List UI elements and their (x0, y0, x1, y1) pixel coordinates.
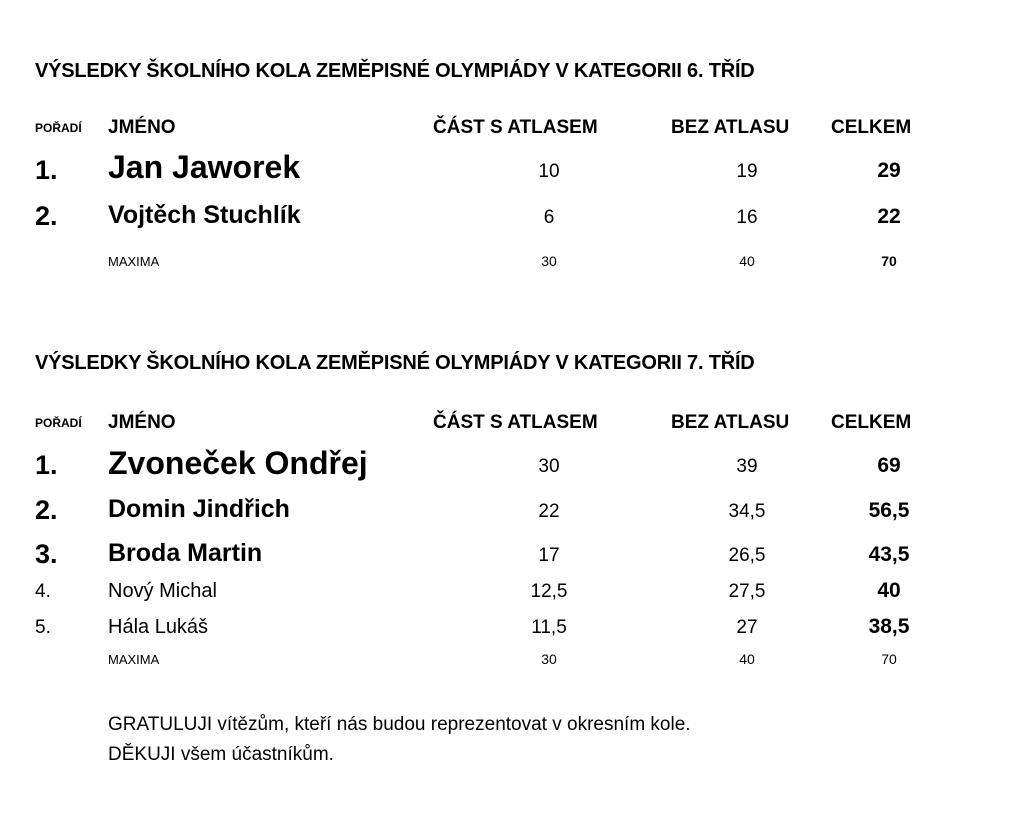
table-row-atlas: 22 (538, 501, 560, 522)
header-name: JMÉNO (108, 117, 176, 138)
table-row-name: Nový Michal (108, 580, 217, 602)
header-bez-atlasu: BEZ ATLASU (671, 412, 790, 433)
table-row-atlas: 10 (538, 161, 560, 182)
table-row-total: 29 (877, 159, 901, 182)
table-row-name: Zvoneček Ondřej (108, 445, 368, 481)
header-rank: POŘADÍ (35, 416, 82, 430)
table-row-bez: 34,5 (728, 501, 766, 522)
maxima-total: 70 (881, 253, 897, 269)
table-row-atlas: 6 (543, 207, 555, 228)
table-row-bez: 39 (736, 456, 758, 477)
table-row-bez: 19 (736, 161, 758, 182)
table-row-name: Hála Lukáš (108, 616, 209, 638)
table-row-total: 38,5 (868, 615, 910, 638)
table-row-name: Domin Jindřich (108, 495, 290, 523)
table-row-total: 43,5 (868, 543, 910, 566)
table-row-atlas: 30 (538, 456, 560, 477)
table-row-bez: 26,5 (728, 545, 766, 566)
table-row-rank: 3. (35, 539, 58, 569)
table-row-bez: 16 (736, 207, 758, 228)
header-rank: POŘADÍ (35, 121, 82, 135)
table-row-rank: 4. (35, 581, 51, 602)
section-title-grade-7: VÝSLEDKY ŠKOLNÍHO KOLA ZEMĚPISNÉ OLYMPIÁ… (35, 352, 755, 374)
table-row-name: Jan Jaworek (108, 149, 301, 185)
header-name: JMÉNO (108, 412, 176, 433)
table-row-atlas: 17 (538, 545, 560, 566)
maxima-bez: 40 (739, 651, 755, 667)
table-row-total: 22 (877, 205, 901, 228)
table-row-total: 56,5 (868, 499, 910, 522)
table-row-name: Broda Martin (108, 539, 263, 567)
table-row-atlas: 12,5 (530, 581, 568, 602)
table-row-total: 40 (877, 579, 901, 602)
maxima-bez: 40 (739, 253, 755, 269)
table-row-bez: 27,5 (728, 581, 766, 602)
header-total: CELKEM (831, 412, 912, 433)
maxima-atlas: 30 (541, 651, 557, 667)
table-row-rank: 1. (35, 450, 58, 480)
table-row-name: Vojtěch Stuchlík (108, 201, 301, 229)
table-row-rank: 5. (35, 617, 51, 638)
maxima-label: MAXIMA (108, 254, 160, 269)
table-row-total: 69 (877, 454, 901, 477)
maxima-label: MAXIMA (108, 652, 160, 667)
maxima-total: 70 (881, 651, 897, 667)
table-row-bez: 27 (736, 617, 758, 638)
footer-congratulations: GRATULUJI vítězům, kteří nás budou repre… (108, 714, 691, 735)
header-total: CELKEM (831, 117, 912, 138)
header-bez-atlasu: BEZ ATLASU (671, 117, 790, 138)
footer-thanks: DĚKUJI všem účastníkům. (108, 744, 334, 765)
table-row-rank: 1. (35, 155, 58, 185)
section-title-grade-6: VÝSLEDKY ŠKOLNÍHO KOLA ZEMĚPISNÉ OLYMPIÁ… (35, 60, 755, 82)
maxima-atlas: 30 (541, 253, 557, 269)
table-row-atlas: 11,5 (531, 617, 567, 638)
header-atlas: ČÁST S ATLASEM (433, 412, 598, 433)
table-row-rank: 2. (35, 201, 58, 231)
table-row-rank: 2. (35, 495, 58, 525)
header-atlas: ČÁST S ATLASEM (433, 117, 598, 138)
